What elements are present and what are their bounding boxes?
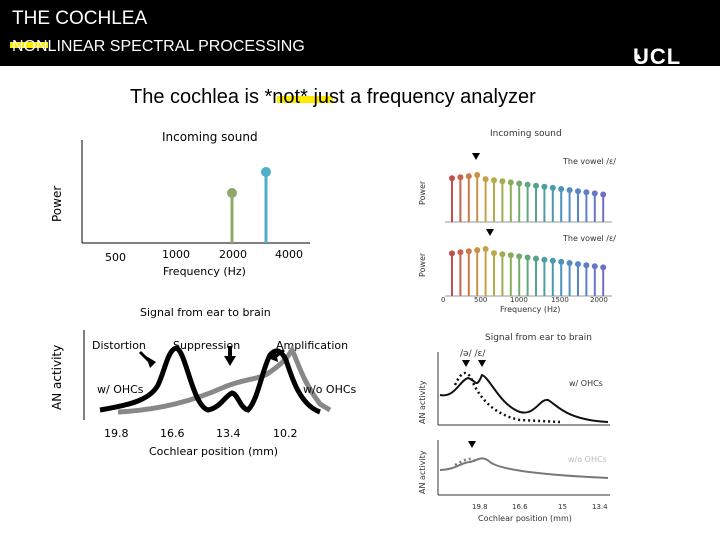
ref-stem-head	[491, 250, 497, 257]
ref-without-ohc: w/o OHCs	[568, 455, 607, 464]
ref-stem-head	[583, 262, 590, 269]
ref-pos-label: Cochlear position (mm)	[478, 514, 572, 523]
ref-curve-dotted	[453, 371, 561, 424]
ref-freq-tick-1500: 1500	[551, 296, 569, 304]
ref-stem-head	[575, 188, 581, 195]
ref-arrow-c-icon	[462, 360, 470, 367]
slide-title: THE COCHLEA	[12, 8, 148, 29]
ref-vowel-a: The vowel /ɛ/	[563, 157, 616, 166]
ref-freq-label: Frequency (Hz)	[500, 305, 561, 314]
ref-stem-head	[449, 250, 455, 257]
ref-vowel-b: The vowel /ɛ/	[563, 234, 616, 243]
ref-freq-tick-2000: 2000	[590, 296, 608, 304]
without-ohcs-label: w/o OHCs	[303, 383, 357, 396]
amplification-arrow-icon	[268, 352, 278, 362]
ref-pos-tick-2: 15	[558, 503, 567, 511]
ref-pos-tick-3: 13.4	[592, 503, 608, 511]
ref-stem-head	[457, 249, 464, 256]
signal-title: Signal from ear to brain	[140, 306, 271, 319]
freq-tick-2000: 2000	[219, 248, 247, 261]
ref-stem-head	[575, 261, 581, 268]
ref-arrow-d-icon	[478, 360, 486, 367]
ref-stem-head	[457, 174, 464, 181]
stem-2000-head	[227, 188, 237, 198]
ref-stem-head	[541, 256, 548, 263]
ref-freq-tick-500: 500	[474, 296, 488, 304]
title-bar	[0, 0, 720, 66]
ref-stem-head	[474, 247, 481, 254]
ref-curve-without-ohcs	[439, 457, 609, 479]
ref-stem-head	[591, 263, 598, 270]
ref-stem-head	[507, 179, 514, 186]
freq-tick-500: 500	[105, 251, 126, 264]
ref-stem-head	[491, 177, 497, 184]
ref-stem-head	[549, 257, 556, 264]
ref-stem-head	[474, 172, 481, 178]
ref-stem-head	[533, 255, 539, 262]
highlight-marker	[10, 42, 48, 48]
ref-stem-head	[482, 246, 489, 252]
ref-arrow-a-icon	[472, 153, 480, 160]
ref-stem-head	[516, 253, 523, 260]
distortion-label: Distortion	[92, 339, 146, 352]
headline-highlight	[277, 96, 333, 103]
curve-with-ohcs	[99, 345, 322, 415]
ref-stem-head	[541, 183, 548, 190]
ref-pos-tick-1: 16.6	[512, 503, 528, 511]
slide-subtitle: NONLINEAR SPECTRAL PROCESSING	[12, 38, 305, 55]
ref-stem-head	[566, 260, 573, 266]
ucl-dome-icon: ▲	[634, 51, 643, 61]
ref-stem-head	[465, 248, 472, 255]
freq-tick-4000: 4000	[275, 248, 303, 261]
ucl-logo: UCL	[633, 44, 682, 69]
ref-stem-head	[499, 251, 506, 258]
ref-stem-head	[449, 175, 455, 182]
ref-stem-head	[533, 182, 539, 189]
ref-freq-tick-1000: 1000	[510, 296, 528, 304]
ref-arrow-b-icon	[486, 229, 494, 236]
ref-with-ohc: w/ OHCs	[569, 379, 603, 388]
curve-without-ohcs	[117, 344, 332, 415]
incoming-sound-title: Incoming sound	[162, 130, 258, 144]
ref-stem-head	[524, 181, 531, 188]
cochlear-position-label: Cochlear position (mm)	[149, 445, 279, 458]
with-ohcs-label: w/ OHCs	[97, 383, 144, 396]
ref-stem-head	[558, 186, 565, 192]
ref-phoneme-labels: /ə/ /ɛ/	[460, 349, 486, 359]
ref-arrow-e-icon	[468, 441, 476, 448]
suppression-label: Suppression	[173, 339, 241, 352]
pos-tick-16-6: 16.6	[160, 427, 185, 440]
ref-stem-head	[499, 178, 506, 185]
pos-tick-13-4: 13.4	[216, 427, 241, 440]
stem-4000-head	[261, 167, 271, 177]
ref-stem-head	[524, 254, 531, 261]
ref-stem-head	[549, 184, 556, 191]
ref-stem-head	[583, 189, 590, 196]
ref-curve-with-ohcs	[439, 373, 609, 423]
ref-stem-head	[591, 190, 598, 197]
ref-stem-head	[507, 252, 514, 259]
ref-stem-head	[465, 173, 472, 180]
ref-stem-head	[516, 180, 523, 187]
ref-stem-head	[558, 258, 565, 265]
pos-tick-10-2: 10.2	[273, 427, 298, 440]
ref-output-title: Signal from ear to brain	[485, 333, 592, 343]
ref-freq-tick-0: 0	[441, 296, 446, 304]
headline: The cochlea is *not* just a frequency an…	[130, 86, 536, 108]
ref-stem-head	[566, 187, 573, 194]
freq-tick-1000: 1000	[162, 248, 190, 261]
pos-tick-19-8: 19.8	[104, 427, 129, 440]
suppression-arrow-icon	[224, 356, 236, 366]
ref-stem-head	[482, 176, 489, 183]
ref-stem-head	[600, 264, 607, 271]
ref-pos-tick-0: 19.8	[472, 503, 488, 511]
freq-axis-label: Frequency (Hz)	[163, 265, 246, 278]
ref-stem-head	[600, 191, 607, 198]
ref-incoming-title: Incoming sound	[490, 129, 562, 139]
